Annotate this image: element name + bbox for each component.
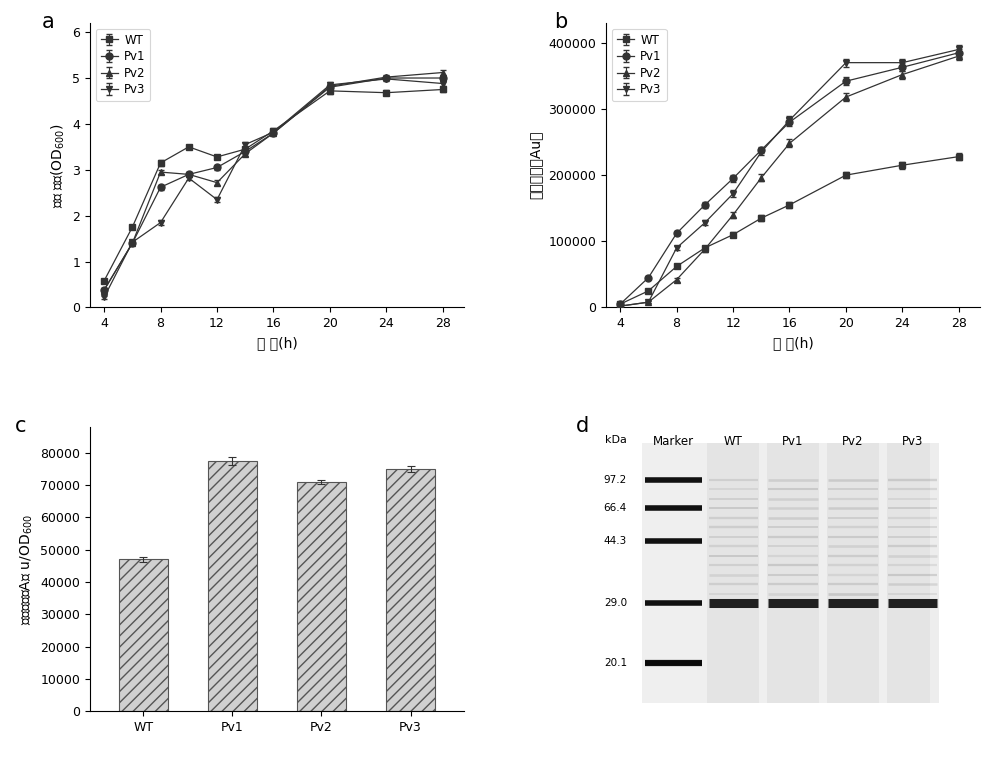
Bar [119, 559, 168, 711]
Bar [642, 443, 930, 703]
Text: c: c [15, 415, 27, 435]
Y-axis label: 荧光强度（A） u/OD$_{600}$: 荧光强度（A） u/OD$_{600}$ [18, 514, 35, 625]
Bar [707, 443, 759, 703]
Text: kDa: kDa [605, 435, 627, 445]
Text: WT: WT [724, 435, 743, 448]
Bar [386, 469, 435, 711]
Text: d: d [576, 415, 589, 435]
Text: Pv1: Pv1 [782, 435, 804, 448]
Y-axis label: 细胞 密度(OD$_{600}$): 细胞 密度(OD$_{600}$) [49, 123, 67, 207]
Text: b: b [554, 11, 567, 31]
Bar [887, 443, 939, 703]
Bar [208, 461, 257, 711]
Text: 44.3: 44.3 [604, 536, 627, 545]
Text: 20.1: 20.1 [604, 658, 627, 668]
Legend: WT, Pv1, Pv2, Pv3: WT, Pv1, Pv2, Pv3 [612, 29, 667, 101]
Text: Pv2: Pv2 [842, 435, 864, 448]
X-axis label: 时 间(h): 时 间(h) [257, 336, 297, 350]
Text: 29.0: 29.0 [604, 598, 627, 608]
Bar [297, 482, 346, 711]
Legend: WT, Pv1, Pv2, Pv3: WT, Pv1, Pv2, Pv3 [96, 29, 150, 101]
Y-axis label: 荧光强度（Au）: 荧光强度（Au） [529, 131, 543, 200]
Text: 66.4: 66.4 [604, 503, 627, 513]
Text: 97.2: 97.2 [604, 475, 627, 485]
X-axis label: 时 间(h): 时 间(h) [773, 336, 813, 350]
Bar [827, 443, 879, 703]
Bar [767, 443, 819, 703]
Text: a: a [41, 11, 54, 31]
Text: Pv3: Pv3 [902, 435, 923, 448]
Text: Marker: Marker [653, 435, 694, 448]
